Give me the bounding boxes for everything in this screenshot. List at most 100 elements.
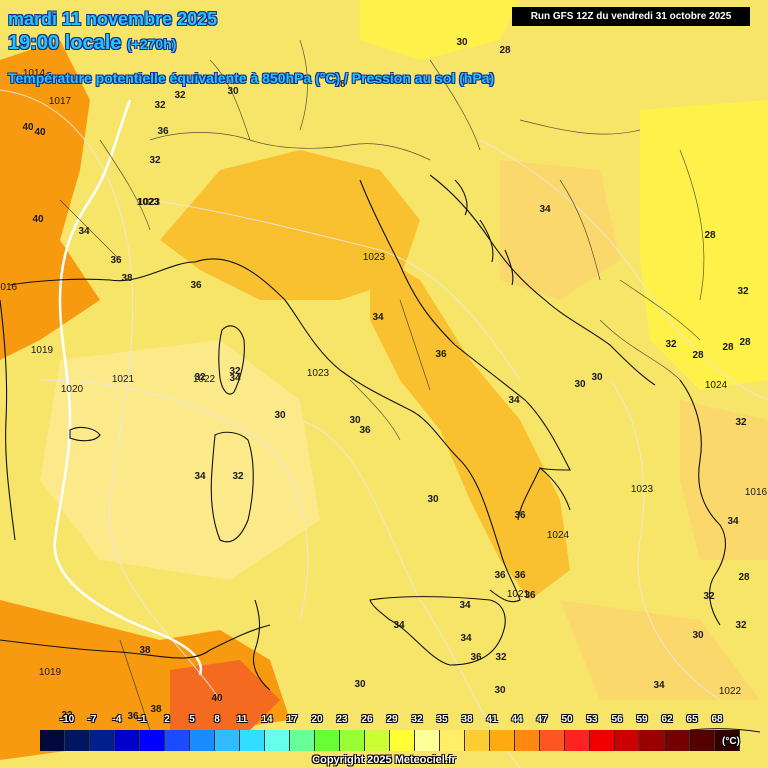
temperature-label: 38 bbox=[150, 704, 162, 715]
legend-swatch bbox=[415, 730, 440, 751]
legend-tick-label: 47 bbox=[536, 714, 548, 725]
legend-tick-label: 35 bbox=[436, 714, 448, 725]
pressure-label: 1023 bbox=[631, 484, 654, 495]
legend-tick-label: 44 bbox=[511, 714, 523, 725]
legend-tick-label: 41 bbox=[486, 714, 498, 725]
temperature-label: 32 bbox=[149, 155, 161, 166]
pressure-labels: 1017 1014 1023 1019 1021 1020 1022 1023 1023 1024… bbox=[0, 68, 768, 697]
temperature-label: 30 bbox=[349, 415, 361, 426]
temperature-label: 32 bbox=[495, 652, 507, 663]
temperature-label: 34 bbox=[78, 226, 90, 237]
temperature-label: 34 bbox=[459, 600, 471, 611]
band-central-sea bbox=[40, 340, 320, 580]
temperature-label: 34 bbox=[539, 204, 551, 215]
legend-swatch bbox=[690, 730, 715, 751]
pressure-label: 1023 bbox=[138, 197, 161, 208]
temperature-label: 34 bbox=[653, 680, 665, 691]
legend-swatch bbox=[590, 730, 615, 751]
band-balkans bbox=[500, 160, 620, 300]
temperature-label: 30 bbox=[227, 86, 239, 97]
pressure-label: 1022 bbox=[719, 686, 742, 697]
legend-swatch bbox=[215, 730, 240, 751]
pressure-label: 1020 bbox=[61, 384, 84, 395]
legend-tick-label: 50 bbox=[561, 714, 573, 725]
legend-tick-label: -7 bbox=[87, 714, 97, 725]
cool-zone-north bbox=[360, 0, 520, 60]
temperature-label: 34 bbox=[229, 373, 241, 384]
legend-tick-label: 65 bbox=[686, 714, 698, 725]
legend-tick-label: -4 bbox=[112, 714, 122, 725]
warm-core-southwest bbox=[170, 660, 280, 740]
legend-swatch bbox=[140, 730, 165, 751]
legend-tick-label: 26 bbox=[361, 714, 373, 725]
legend-tick-label: 59 bbox=[636, 714, 648, 725]
temperature-label: 38 bbox=[121, 273, 133, 284]
temperature-label: 36 bbox=[435, 349, 447, 360]
legend-swatch bbox=[315, 730, 340, 751]
legend-swatch bbox=[565, 730, 590, 751]
legend-swatch bbox=[490, 730, 515, 751]
pressure-label: 1021 bbox=[507, 589, 530, 600]
legend-tick-label: 5 bbox=[189, 714, 195, 725]
legend-swatch bbox=[515, 730, 540, 751]
legend-swatch bbox=[440, 730, 465, 751]
legend-tick-label: 53 bbox=[586, 714, 598, 725]
pressure-label: 1016 bbox=[0, 282, 18, 293]
pressure-label: 1024 bbox=[547, 530, 570, 541]
color-scale-legend: -10 -7 -4 -1 2 5 8 11 14 17 20 23 26 29 32 35 38 41 44 47 50… bbox=[40, 714, 760, 754]
run-info-banner: Run GFS 12Z du vendredi 31 octobre 2025 bbox=[512, 7, 750, 26]
temperature-label: 30 bbox=[692, 630, 704, 641]
borders bbox=[59, 39, 705, 731]
temperature-label: 36 bbox=[110, 255, 122, 266]
temperature-label: 30 bbox=[494, 685, 506, 696]
temperature-label: 40 bbox=[32, 214, 44, 225]
legend-color-bar bbox=[40, 730, 740, 751]
temperature-label: 34 bbox=[460, 633, 472, 644]
pressure-label: 1019 bbox=[39, 667, 62, 678]
pressure-label: 1023 bbox=[363, 252, 386, 263]
legend-unit: (°C) bbox=[722, 736, 740, 747]
temperature-label: 32 bbox=[232, 471, 244, 482]
pressure-label: 1023 bbox=[307, 368, 330, 379]
legend-tick-label: 2 bbox=[164, 714, 170, 725]
pressure-label: 1019 bbox=[31, 345, 54, 356]
legend-swatch bbox=[265, 730, 290, 751]
temperature-label: 36 bbox=[470, 652, 482, 663]
temperature-label: 32 bbox=[229, 366, 241, 377]
legend-swatch bbox=[165, 730, 190, 751]
temperature-label: 36 bbox=[514, 510, 526, 521]
legend-tick-label: 32 bbox=[411, 714, 423, 725]
temperature-label: 32 bbox=[194, 372, 206, 383]
temperature-label: 32 bbox=[735, 620, 747, 631]
legend-swatch bbox=[665, 730, 690, 751]
parameter-title: Température potentielle équivalente à 85… bbox=[8, 70, 495, 86]
temperature-label: 34 bbox=[194, 471, 206, 482]
temperature-label: 36 bbox=[494, 570, 506, 581]
pressure-label: 1014 bbox=[23, 68, 46, 79]
temperature-label: 32 bbox=[735, 417, 747, 428]
legend-swatch bbox=[340, 730, 365, 751]
pressure-label: 1016 bbox=[745, 487, 768, 498]
temperature-label: 32 bbox=[174, 90, 186, 101]
band-ionian bbox=[560, 600, 760, 700]
pressure-label: 1022 bbox=[193, 374, 216, 385]
temperature-label: 32 bbox=[154, 100, 166, 111]
legend-swatch bbox=[290, 730, 315, 751]
temperature-label: 34 bbox=[727, 516, 739, 527]
temperature-label: 28 bbox=[692, 350, 704, 361]
temperature-label: 36 bbox=[157, 126, 169, 137]
temperature-label: 32 bbox=[61, 710, 73, 721]
temperature-label: 34 bbox=[393, 620, 405, 631]
legend-swatch bbox=[190, 730, 215, 751]
legend-swatch bbox=[640, 730, 665, 751]
forecast-offset: (+270h) bbox=[126, 36, 177, 52]
cool-zone-east bbox=[640, 100, 768, 390]
temperature-label: 40 bbox=[22, 122, 34, 133]
temperature-label: 1023 bbox=[137, 197, 160, 208]
legend-tick-label: 8 bbox=[214, 714, 220, 725]
legend-tick-label: 38 bbox=[461, 714, 473, 725]
legend-tick-label: 68 bbox=[711, 714, 723, 725]
temperature-label: 28 bbox=[722, 342, 734, 353]
